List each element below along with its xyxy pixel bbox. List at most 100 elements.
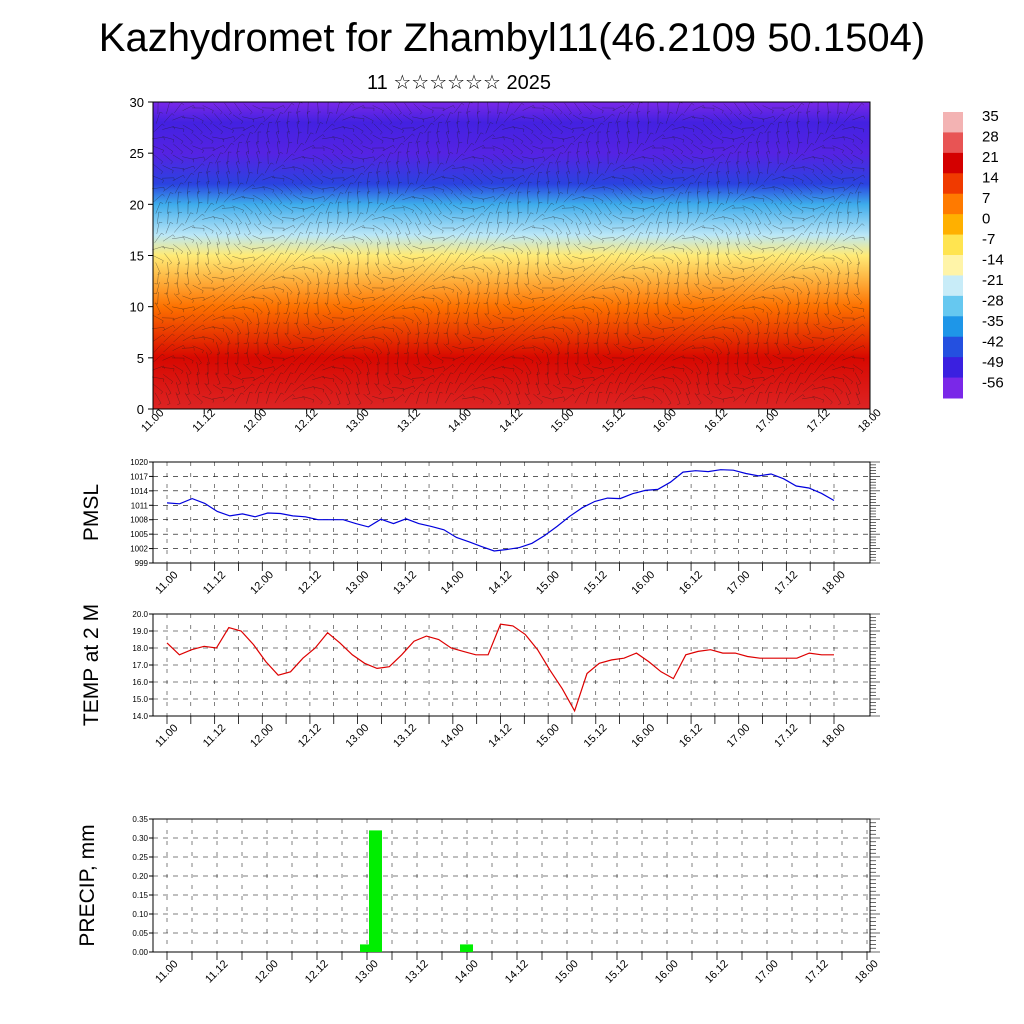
x-tick-label: 12.00 xyxy=(253,958,281,986)
x-tick-label: 14.00 xyxy=(446,407,474,435)
colorbar-swatch xyxy=(943,173,963,195)
x-tick-label: 17.12 xyxy=(803,958,831,986)
y-tick-label: 0.00 xyxy=(132,948,148,957)
y-tick-label: 19.0 xyxy=(132,627,148,636)
colorbar-swatch xyxy=(943,316,963,338)
x-tick-label: 16.12 xyxy=(702,407,730,435)
x-tick-label: 13.00 xyxy=(343,569,371,597)
x-tick-label: 18.00 xyxy=(820,722,848,750)
colorbar-label: -28 xyxy=(982,293,1004,310)
y-axis-label: PRECIP, mm xyxy=(76,824,99,946)
colorbar-swatch xyxy=(943,152,963,174)
colorbar-label: -56 xyxy=(982,375,1004,392)
x-tick-label: 15.00 xyxy=(553,958,581,986)
x-tick-label: 16.12 xyxy=(677,722,705,750)
x-tick-label: 12.12 xyxy=(293,407,321,435)
x-tick-label: 11.12 xyxy=(201,722,228,749)
x-tick-label: 15.00 xyxy=(549,407,577,435)
colorbar-label: -21 xyxy=(982,272,1004,289)
x-tick-label: 15.12 xyxy=(600,407,628,435)
y-tick-label: 0.25 xyxy=(132,853,148,862)
colorbar-label: 21 xyxy=(982,149,999,166)
x-tick-label: 14.12 xyxy=(486,569,514,597)
y-tick-label: 0.05 xyxy=(132,929,148,938)
x-tick-label: 18.00 xyxy=(856,407,884,435)
x-tick-label: 13.00 xyxy=(353,958,381,986)
precip-bar xyxy=(460,944,473,952)
x-tick-label: 17.00 xyxy=(753,958,781,986)
y-axis-label: PMSL xyxy=(80,484,103,541)
y-tick-label: 5 xyxy=(137,351,144,366)
y-tick-label: 30 xyxy=(130,95,144,110)
x-tick-label: 12.00 xyxy=(248,569,276,597)
colorbar-label: -42 xyxy=(982,334,1004,351)
pmsl-panel: 999 1002 1005 1008 1011 1014 1017 1020 11.00 11.1… xyxy=(80,458,880,597)
pmsl-series-line xyxy=(166,469,835,552)
colorbar-swatch xyxy=(943,112,963,133)
y-tick-label: 1020 xyxy=(130,458,148,467)
x-tick-label: 18.00 xyxy=(853,958,881,986)
colorbar-label: -14 xyxy=(982,252,1004,269)
y-tick-label: 0 xyxy=(137,402,144,417)
colorbar-swatch xyxy=(943,357,963,379)
y-tick-label: 17.0 xyxy=(132,661,148,670)
y-tick-label: 0.10 xyxy=(132,910,148,919)
y-tick-label: 18.0 xyxy=(132,644,148,653)
chart-subtitle: 11 ☆☆☆☆☆☆ 2025 xyxy=(367,72,551,94)
y-tick-label: 1011 xyxy=(131,501,149,510)
wind-barbs xyxy=(152,101,865,405)
x-tick-label: 15.12 xyxy=(582,722,610,750)
x-tick-label: 16.12 xyxy=(677,569,705,597)
x-tick-label: 17.00 xyxy=(753,407,781,435)
x-tick-label: 14.00 xyxy=(439,569,467,597)
x-tick-label: 17.12 xyxy=(772,722,800,750)
y-tick-label: 1005 xyxy=(130,530,148,539)
colorbar-label: 14 xyxy=(982,170,999,187)
x-tick-label: 16.00 xyxy=(629,722,657,750)
y-tick-label: 15.0 xyxy=(132,695,148,704)
x-tick-label: 16.00 xyxy=(651,407,679,435)
colorbar-swatch xyxy=(943,132,963,154)
temperature-field xyxy=(153,102,870,409)
y-tick-label: 15 xyxy=(130,249,144,264)
colorbar-swatch xyxy=(943,377,963,399)
colorbar-swatch xyxy=(943,336,963,358)
x-tick-label: 13.00 xyxy=(343,722,371,750)
x-tick-label: 16.00 xyxy=(653,958,681,986)
x-tick-label: 12.12 xyxy=(303,958,331,986)
colorbar-swatch xyxy=(943,295,963,317)
precip-panel: 0.00 0.05 0.10 0.15 0.20 0.25 0.30 0.35 11.00 11.… xyxy=(76,815,881,986)
x-tick-label: 16.12 xyxy=(703,958,731,986)
x-tick-label: 13.12 xyxy=(395,407,423,435)
x-tick-label: 14.12 xyxy=(503,958,531,986)
x-tick-label: 11.12 xyxy=(190,407,217,434)
colorbar-swatch xyxy=(943,255,963,276)
x-tick-label: 14.00 xyxy=(453,958,481,986)
y-tick-label: 0.15 xyxy=(132,891,148,900)
colorbar-label: 0 xyxy=(982,211,990,228)
precip-bar xyxy=(360,944,373,952)
x-tick-label: 13.12 xyxy=(391,722,419,750)
x-tick-label: 15.00 xyxy=(534,569,562,597)
x-tick-label: 12.00 xyxy=(241,407,269,435)
y-tick-label: 1017 xyxy=(130,472,148,481)
y-tick-label: 20 xyxy=(130,197,144,212)
colorbar-label: -35 xyxy=(982,313,1004,330)
x-tick-label: 11.00 xyxy=(153,722,180,749)
y-axis-label: TEMP at 2 M xyxy=(80,604,103,726)
y-tick-label: 999 xyxy=(135,559,149,568)
x-tick-label: 17.12 xyxy=(805,407,833,435)
x-tick-label: 17.00 xyxy=(725,722,753,750)
x-tick-label: 15.12 xyxy=(582,569,610,597)
y-tick-label: 25 xyxy=(130,146,144,161)
x-tick-label: 17.00 xyxy=(725,569,753,597)
colorbar-swatch xyxy=(943,234,963,256)
x-tick-label: 15.00 xyxy=(534,722,562,750)
x-tick-label: 11.00 xyxy=(153,569,180,596)
y-tick-label: 14.0 xyxy=(132,712,148,721)
colorbar: 35 28 21 14 7 0 -7 -14 -21 -28 -35 -42 -49 -56 xyxy=(943,108,1004,399)
x-tick-label: 13.12 xyxy=(391,569,419,597)
y-tick-label: 20.0 xyxy=(132,610,148,619)
y-tick-label: 1002 xyxy=(130,545,148,554)
